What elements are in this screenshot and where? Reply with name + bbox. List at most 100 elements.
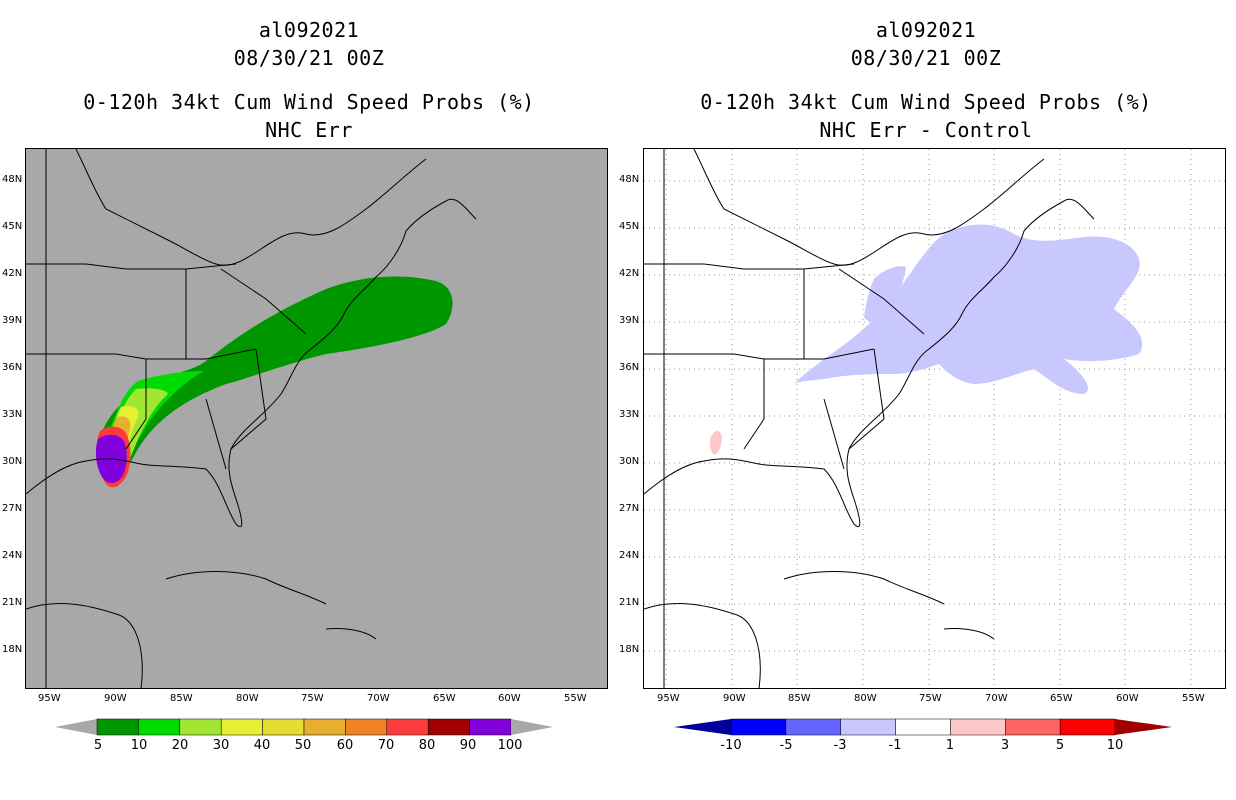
legend-label: 60	[336, 738, 354, 753]
lat-label: 21N	[2, 597, 23, 608]
left-coastlines	[26, 149, 477, 688]
legend-label: 1	[945, 738, 955, 753]
legend-cell	[386, 718, 429, 736]
lon-label: 65W	[433, 693, 456, 704]
lon-label: 75W	[919, 693, 942, 704]
left-title-storm: al092021	[258, 18, 360, 42]
lat-label: 33N	[619, 409, 640, 420]
legend-cell	[1005, 718, 1061, 736]
prob-swath-5pct	[98, 276, 453, 487]
legend-label: 30	[212, 738, 230, 753]
legend-cell	[96, 718, 139, 736]
lon-label: 80W	[236, 693, 259, 704]
right-title-subtitle: NHC Err - Control	[819, 118, 1033, 142]
legend-label: 40	[253, 738, 271, 753]
left-title-subtitle: NHC Err	[265, 118, 353, 142]
legend-cell	[427, 718, 470, 736]
legend-cell	[262, 718, 305, 736]
legend-left-arrow	[55, 719, 97, 735]
legend-label: 10	[1106, 738, 1124, 753]
legend-cell	[840, 718, 896, 736]
left-map-canvas	[26, 149, 607, 688]
lat-label: 24N	[619, 550, 640, 561]
legend-label: -10	[720, 738, 742, 753]
lon-label: 70W	[985, 693, 1008, 704]
legend-label: 50	[294, 738, 312, 753]
legend-right-arrow	[511, 719, 553, 735]
legend-cell	[950, 718, 1006, 736]
lat-label: 30N	[619, 456, 640, 467]
lon-label: 95W	[38, 693, 61, 704]
legend-label: 5	[1055, 738, 1065, 753]
lat-label: 18N	[619, 644, 640, 655]
lat-label: 18N	[2, 644, 23, 655]
lat-label: 45N	[619, 221, 640, 232]
diff-region-plus1	[709, 430, 722, 455]
legend-label: 100	[497, 738, 523, 753]
lat-label: 21N	[619, 597, 640, 608]
lat-label: 36N	[619, 362, 640, 373]
right-title-date: 08/30/21 00Z	[850, 46, 1002, 70]
lon-label: 60W	[498, 693, 521, 704]
legend-cell	[220, 718, 263, 736]
legend-label: -1	[888, 738, 902, 753]
diff-region-minus1	[794, 224, 1143, 394]
lat-label: 48N	[2, 174, 23, 185]
right-title-storm: al092021	[875, 18, 977, 42]
lon-label: 85W	[788, 693, 811, 704]
lat-label: 48N	[619, 174, 640, 185]
right-map-panel	[643, 148, 1226, 689]
right-title-product: 0-120h 34kt Cum Wind Speed Probs (%)	[700, 90, 1152, 114]
lon-label: 90W	[104, 693, 127, 704]
legend-label: -3	[833, 738, 847, 753]
lat-label: 45N	[2, 221, 23, 232]
lat-label: 39N	[619, 315, 640, 326]
lon-label: 55W	[564, 693, 587, 704]
legend-cell	[469, 718, 512, 736]
legend-cell	[345, 718, 388, 736]
lat-label: 30N	[2, 456, 23, 467]
right-map-background	[644, 149, 1225, 688]
legend-right-arrow	[1115, 719, 1172, 735]
legend-cell	[138, 718, 181, 736]
right-color-legend	[674, 718, 1172, 736]
right-map-canvas	[644, 149, 1225, 688]
lon-label: 55W	[1182, 693, 1205, 704]
legend-cell	[895, 718, 951, 736]
lon-label: 65W	[1050, 693, 1073, 704]
lon-label: 85W	[170, 693, 193, 704]
lat-label: 42N	[2, 268, 23, 279]
legend-cell	[730, 718, 787, 736]
lon-label: 70W	[367, 693, 390, 704]
legend-label: 20	[171, 738, 189, 753]
lat-label: 33N	[2, 409, 23, 420]
legend-label: 90	[459, 738, 477, 753]
right-gridlines	[644, 149, 1225, 688]
lat-label: 27N	[619, 503, 640, 514]
left-title-date: 08/30/21 00Z	[233, 46, 385, 70]
left-title-product: 0-120h 34kt Cum Wind Speed Probs (%)	[83, 90, 535, 114]
legend-left-arrow	[674, 719, 731, 735]
legend-label: 5	[93, 738, 103, 753]
right-coastlines	[644, 149, 1095, 688]
legend-label: -5	[779, 738, 793, 753]
lat-label: 36N	[2, 362, 23, 373]
legend-cell	[179, 718, 222, 736]
left-color-legend	[55, 718, 553, 736]
lon-label: 80W	[854, 693, 877, 704]
legend-label: 3	[1000, 738, 1010, 753]
lon-label: 90W	[723, 693, 746, 704]
lat-label: 24N	[2, 550, 23, 561]
legend-label: 80	[418, 738, 436, 753]
diff-region-minus1-west	[864, 266, 906, 322]
legend-cell	[785, 718, 841, 736]
lon-label: 60W	[1116, 693, 1139, 704]
lon-label: 75W	[301, 693, 324, 704]
lat-label: 42N	[619, 268, 640, 279]
lat-label: 39N	[2, 315, 23, 326]
lon-label: 95W	[657, 693, 680, 704]
left-map-panel	[25, 148, 608, 689]
legend-cell	[303, 718, 346, 736]
legend-label: 10	[130, 738, 148, 753]
legend-label: 70	[377, 738, 395, 753]
